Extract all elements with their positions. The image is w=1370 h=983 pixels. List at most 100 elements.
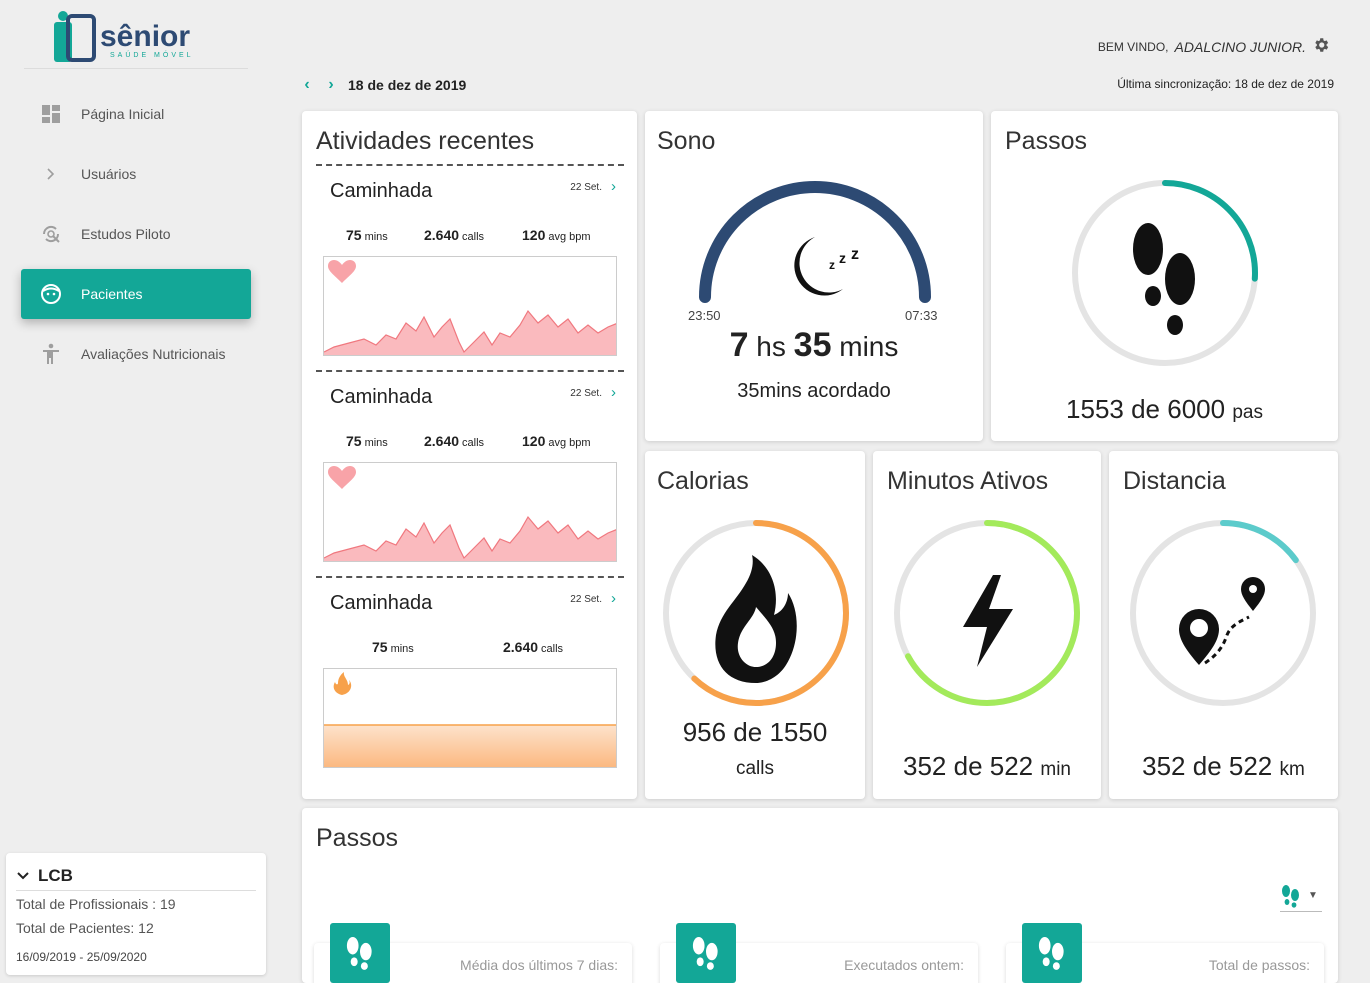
dashboard-icon [21,104,81,124]
sidebar-item-label: Avaliações Nutricionais [81,346,226,362]
sidebar-item-label: Página Inicial [81,106,165,122]
brand-logo[interactable]: sênior SAÚDE MÓVEL [50,10,210,66]
stat-label: Média dos últimos 7 dias: [460,957,618,973]
activity-name: Caminhada [330,180,433,202]
svg-text:z: z [829,258,835,272]
steps-panel-title: Passos [316,824,398,852]
flame-icon [715,555,797,683]
sleep-awake: 35mins acordado [737,380,891,402]
calories-ring [663,520,849,706]
distance-title: Distancia [1123,467,1226,495]
sidebar-item-avaliacoes-nutricionais[interactable]: Avaliações Nutricionais [21,329,251,379]
calories-area [324,725,616,767]
next-date-icon[interactable]: › [328,76,334,93]
lcb-card: LCB Total de Profissionais : 19 Total de… [6,853,266,975]
moon-icon [794,237,843,296]
brand-name: sênior [100,20,190,53]
steps-value: 1553 de 6000 pas [1066,394,1263,424]
activity-calls: 2.640 calls [424,227,485,243]
lcb-period: 16/09/2019 - 25/09/2020 [16,950,147,964]
stat-label: Total de passos: [1208,957,1310,973]
sleep-start: 23:50 [688,308,721,323]
gear-icon[interactable] [1312,36,1330,57]
metric-select[interactable]: ▼ [1280,880,1322,912]
sidebar-item-label: Usuários [81,166,137,182]
sleep-card: Sono z z z 23:50 07:33 7 hs 35 mins 35mi… [645,111,983,441]
activity-mins: 75 mins [346,433,388,449]
sleep-end: 07:33 [905,308,938,323]
sleep-duration: 7 hs 35 mins [729,326,899,364]
heart-icon [328,260,356,283]
current-date: 18 de dez de 2019 [348,77,467,93]
heart-rate-area [324,517,616,561]
chevron-right-icon[interactable]: › [611,590,616,607]
chevron-down-icon[interactable] [16,868,38,884]
calories-chart [323,668,617,768]
welcome-prefix: BEM VINDO, [1097,39,1169,54]
prev-date-icon[interactable]: ‹ [304,76,310,93]
activity-name: Caminhada [330,386,433,408]
dashed-divider [316,576,624,578]
recent-activities-title: Atividades recentes [316,127,535,155]
last-sync: Última sincronização: 18 de dez de 2019 [1117,77,1334,91]
sidebar-item-pagina-inicial[interactable]: Página Inicial [21,89,251,139]
footprints-icon [1282,884,1299,908]
sidebar-item-usuarios[interactable]: Usuários [21,149,251,199]
stat-card: Executados ontem: [660,923,978,983]
calories-title: Calorias [657,467,749,495]
chevron-right-icon[interactable]: › [611,178,616,195]
recent-activities-card: Atividades recentes Caminhada 22 Set. › … [302,111,637,799]
activity-calls: 2.640 calls [503,639,564,655]
sidebar-item-estudos-piloto[interactable]: Estudos Piloto [21,209,251,259]
sidebar: sênior SAÚDE MÓVEL Página Inicial Usuári… [0,0,270,983]
search-refresh-icon [21,224,81,244]
footprints-icon [1133,223,1195,335]
flame-icon [333,672,352,695]
activity-bpm: 120 avg bpm [522,433,591,449]
activity-date: 22 Set. [570,594,602,605]
lightning-icon [963,575,1013,667]
lcb-header[interactable]: LCB [16,861,256,891]
activity-date: 22 Set. [570,388,602,399]
face-icon [21,283,81,305]
dropdown-arrow-icon: ▼ [1308,890,1318,901]
sidebar-item-pacientes[interactable]: Pacientes [21,269,251,319]
lcb-professionals: Total de Profissionais : 19 [16,896,176,912]
activity-item: Caminhada 22 Set. › 75 mins 2.640 calls [316,576,624,786]
brand-tagline: SAÚDE MÓVEL [110,50,194,59]
chevron-right-icon[interactable]: › [611,384,616,401]
activity-name: Caminhada [330,592,433,614]
activity-bpm: 120 avg bpm [522,227,591,243]
calories-unit: calls [735,758,774,779]
stat-card: Total de passos: [1006,923,1324,983]
steps-card: Passos 1553 de 6000 pas [991,111,1338,441]
distance-value: 352 de 522 km [1142,751,1305,781]
distance-card: Distancia 352 de 522 km [1109,451,1338,799]
active-minutes-title: Minutos Ativos [887,467,1049,495]
welcome-text: BEM VINDO, ADALCINO JUNIOR. [1098,36,1330,57]
stat-label: Executados ontem: [844,957,964,973]
heart-rate-area [324,311,616,355]
activity-calls: 2.640 calls [424,433,485,449]
active-minutes-value: 352 de 522 min [903,751,1071,781]
steps-panel: Passos ▼ Média dos últimos 7 dias: Execu… [302,808,1338,983]
accessibility-icon [21,343,81,365]
lcb-patients: Total de Pacientes: 12 [16,920,154,936]
calories-card: Calorias 956 de 1550 calls [645,451,865,799]
calories-value: 956 de 1550 [682,717,828,747]
heart-icon [328,466,356,489]
activity-mins: 75 mins [346,227,388,243]
activity-item: Caminhada 22 Set. › 75 mins 2.640 calls 12… [316,164,624,370]
sleep-gauge: z z z [699,181,931,303]
map-route-icon [1179,577,1265,665]
chevron-right-icon [21,167,81,181]
active-minutes-ring [894,520,1080,706]
activity-date: 22 Set. [570,182,602,193]
footprints-icon [676,923,736,983]
date-navigator: ‹ › 18 de dez de 2019 [300,76,466,94]
logo-divider [24,68,248,69]
sleep-title: Sono [657,127,716,155]
svg-text:z: z [839,250,846,266]
sidebar-item-label: Pacientes [81,286,143,302]
distance-ring [1130,520,1316,706]
